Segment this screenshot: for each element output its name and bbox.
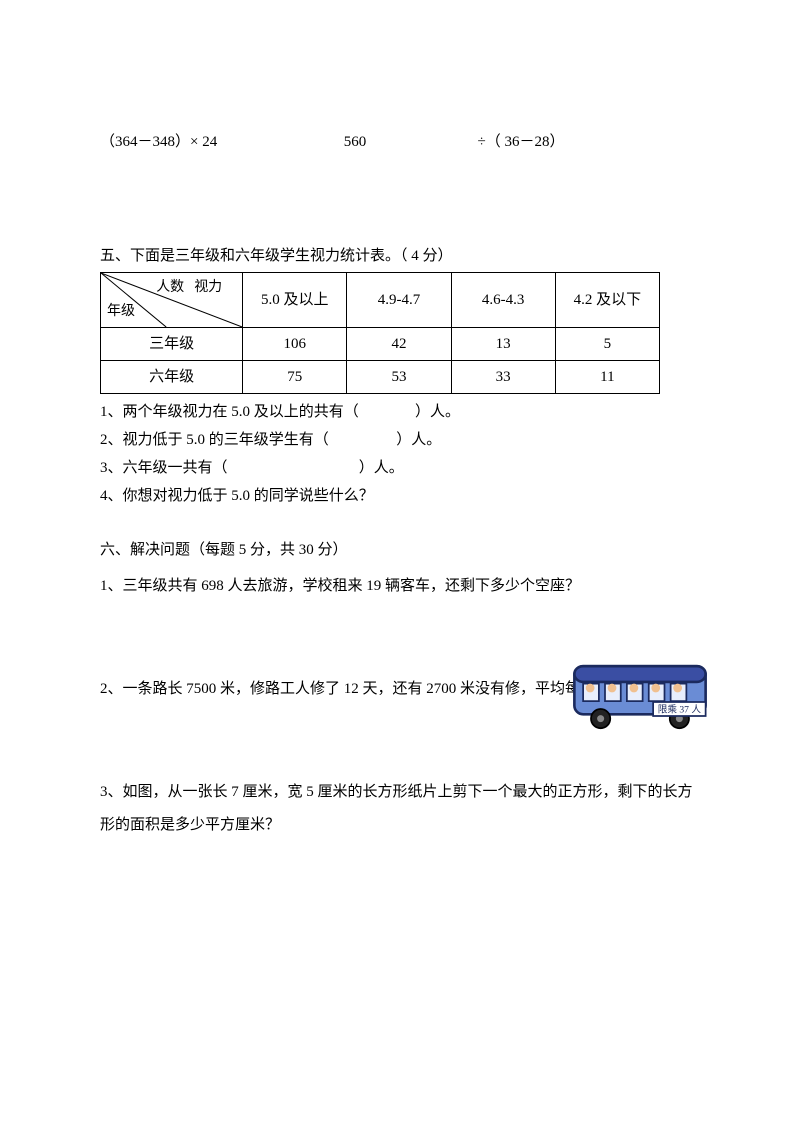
q1-text-a: 1、两个年级视力在 5.0 及以上的共有（ (100, 404, 359, 420)
section6-title: 六、解决问题（每题 5 分，共 30 分） (100, 538, 700, 562)
q3-text-b: ）人。 (359, 460, 404, 476)
q2-text-a: 2、视力低于 5.0 的三年级学生有（ (100, 432, 329, 448)
col-1: 5.0 及以上 (243, 273, 347, 328)
q2-text-b: ）人。 (396, 432, 441, 448)
cell: 33 (451, 361, 555, 394)
bus-icon: 限乘 37 人 (570, 653, 710, 741)
section6: 六、解决问题（每题 5 分，共 30 分） 1、三年级共有 698 人去旅游，学… (100, 538, 700, 842)
header-people: 人数 (156, 280, 184, 295)
row-label: 三年级 (101, 328, 243, 361)
cell: 11 (555, 361, 659, 394)
expression-1: （364－348）× 24 (100, 130, 340, 154)
blank (359, 400, 415, 424)
col-3: 4.6-4.3 (451, 273, 555, 328)
table-corner-cell: 人数视力 年级 (101, 273, 243, 328)
cell: 106 (243, 328, 347, 361)
header-top: 人数视力 (156, 277, 222, 299)
q3-text-a: 3、六年级一共有（ (100, 460, 228, 476)
question-4: 4、你想对视力低于 5.0 的同学说些什么？ (100, 484, 700, 508)
question-1: 1、两个年级视力在 5.0 及以上的共有（ ）人。 (100, 400, 700, 424)
problem-1: 1、三年级共有 698 人去旅游，学校租来 19 辆客车，还剩下多少个空座？ (100, 570, 700, 603)
vision-table: 人数视力 年级 5.0 及以上 4.9-4.7 4.6-4.3 4.2 及以下 … (100, 272, 660, 394)
table-header-row: 人数视力 年级 5.0 及以上 4.9-4.7 4.6-4.3 4.2 及以下 (101, 273, 660, 328)
table-row: 六年级 75 53 33 11 (101, 361, 660, 394)
section5-title: 五、下面是三年级和六年级学生视力统计表。（ 4 分） (100, 244, 700, 268)
cell: 13 (451, 328, 555, 361)
q1-text-b: ）人。 (415, 404, 460, 420)
expression-row: （364－348）× 24 560 ÷（ 36－28） (100, 130, 700, 154)
cell: 42 (347, 328, 451, 361)
header-grade: 年级 (107, 301, 135, 323)
cell: 75 (243, 361, 347, 394)
col-2: 4.9-4.7 (347, 273, 451, 328)
problem-2: 2、一条路长 7500 米，修路工人修了 12 天，还有 2700 米没有修，平… (100, 673, 700, 706)
cell: 5 (555, 328, 659, 361)
header-vision: 视力 (194, 280, 222, 295)
bus-sign-text: 限乘 37 人 (658, 704, 702, 716)
question-2: 2、视力低于 5.0 的三年级学生有（ ）人。 (100, 428, 700, 452)
cell: 53 (347, 361, 451, 394)
blank (228, 456, 359, 480)
expression-2: 560 (344, 130, 474, 154)
question-3: 3、六年级一共有（ ）人。 (100, 456, 700, 480)
expression-3: ÷（ 36－28） (478, 130, 565, 154)
problem-3: 3、如图，从一张长 7 厘米，宽 5 厘米的长方形纸片上剪下一个最大的正方形，剩… (100, 776, 700, 842)
blank (329, 428, 397, 452)
page: （364－348）× 24 560 ÷（ 36－28） 五、下面是三年级和六年级… (0, 0, 800, 912)
col-4: 4.2 及以下 (555, 273, 659, 328)
row-label: 六年级 (101, 361, 243, 394)
table-row: 三年级 106 42 13 5 (101, 328, 660, 361)
